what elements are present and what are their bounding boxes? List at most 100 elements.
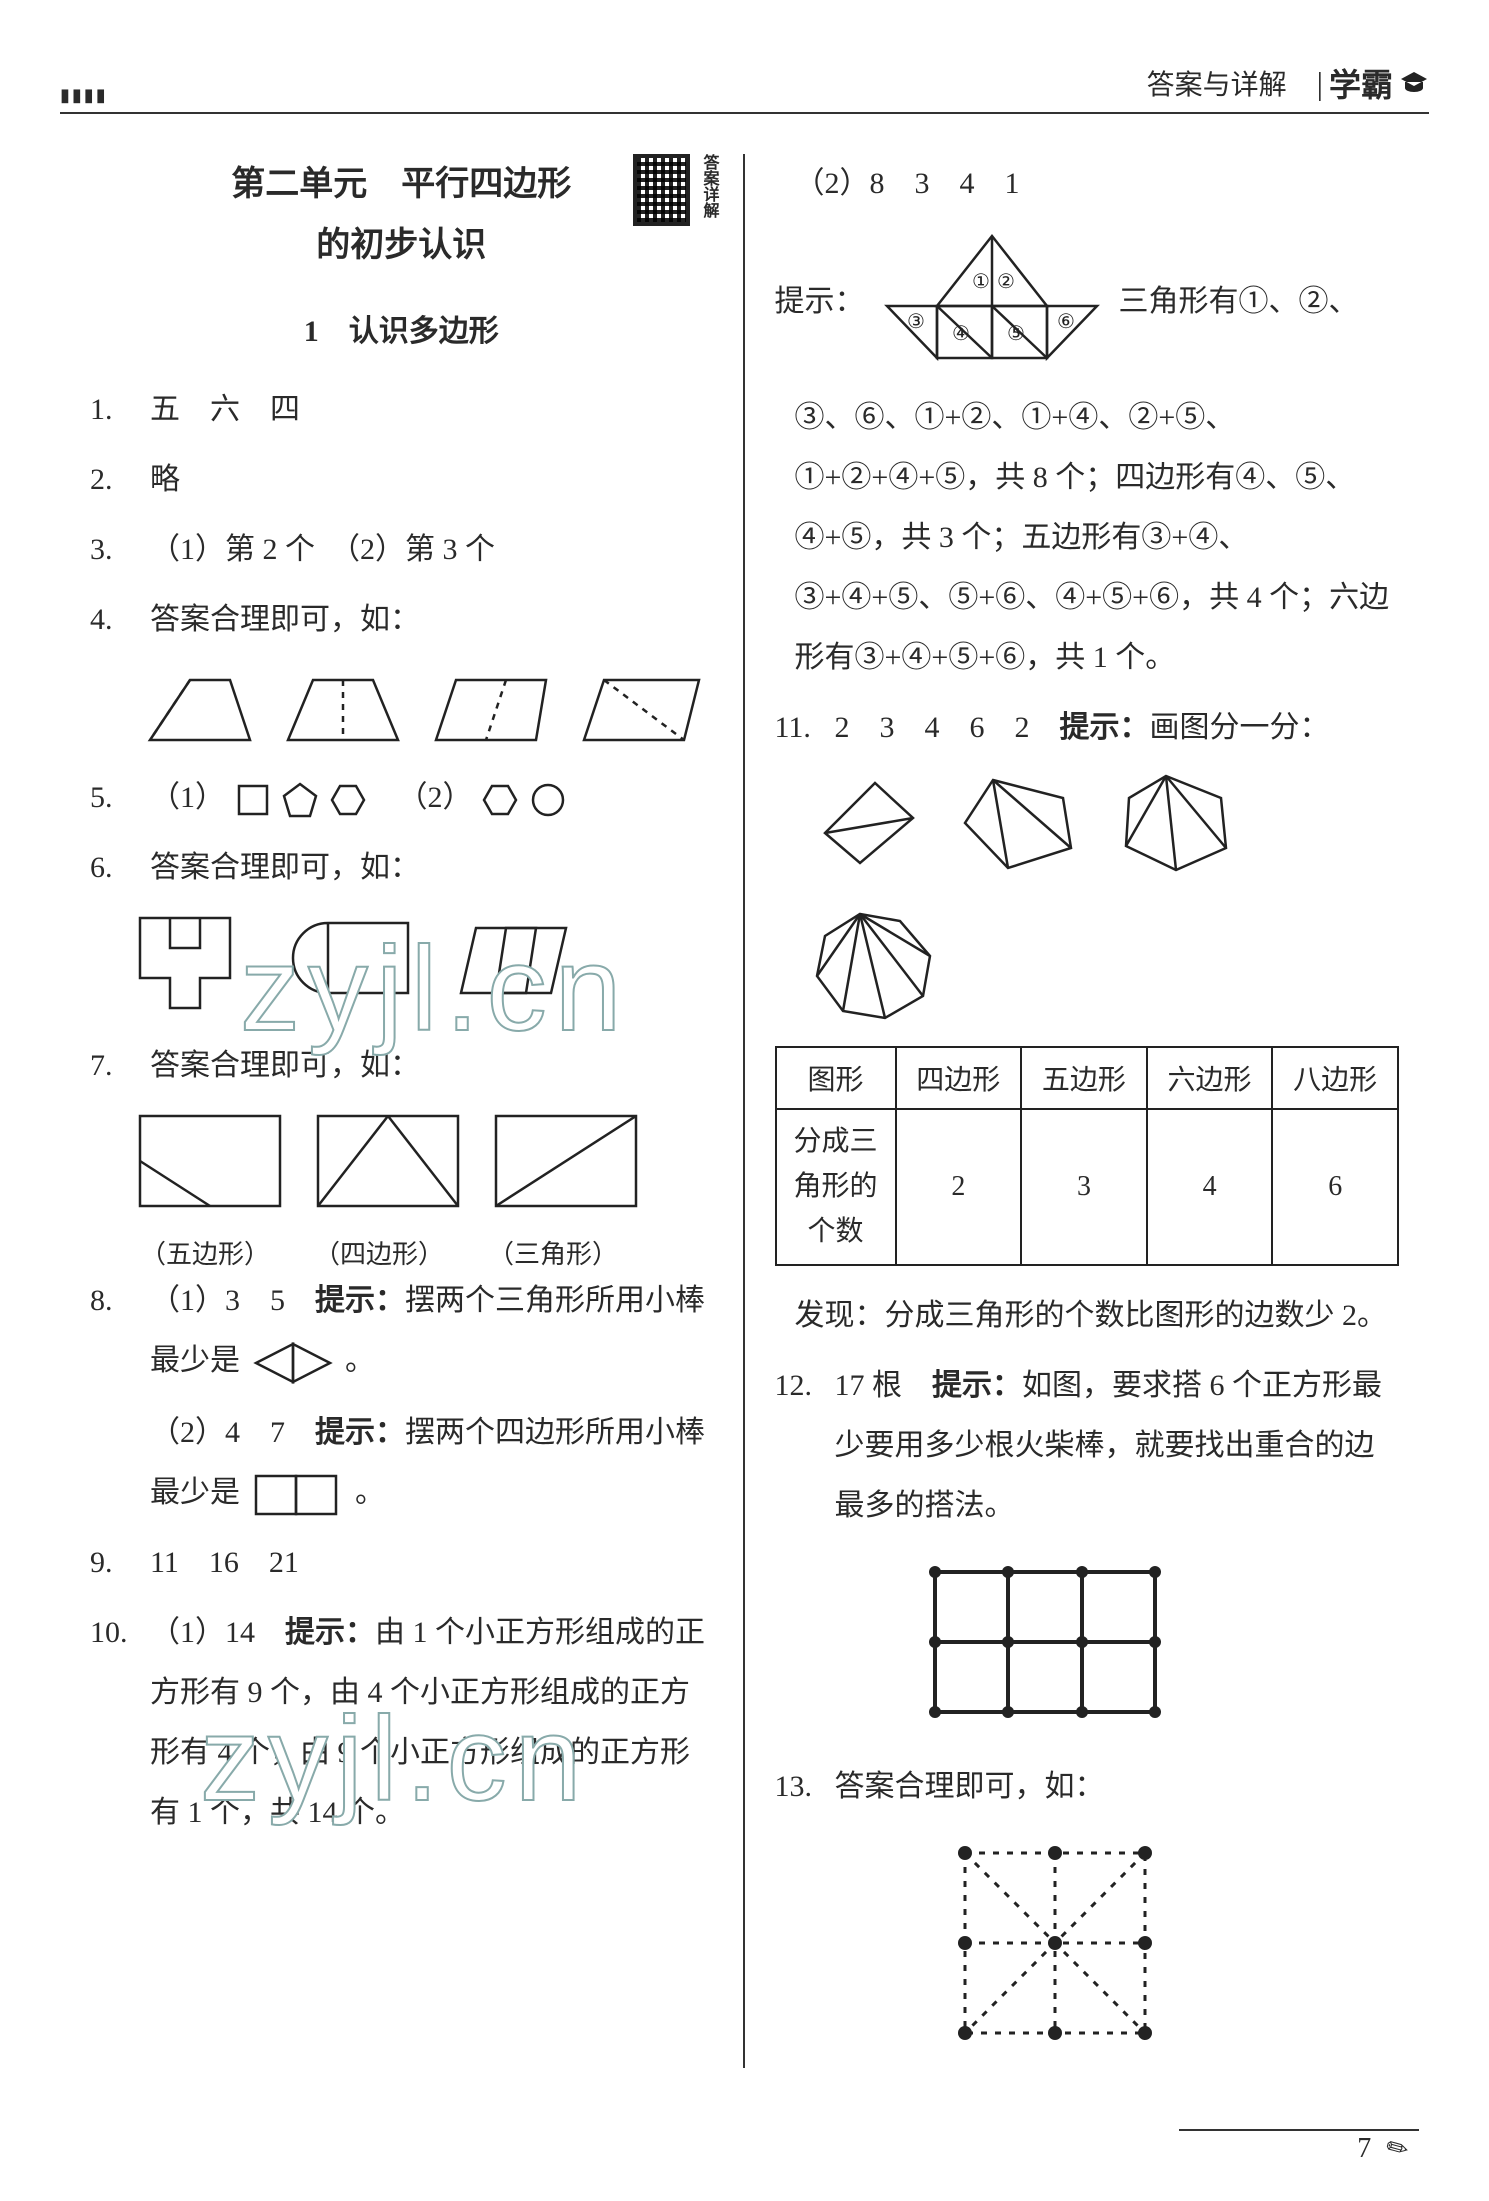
q4: 4. 答案合理即可，如： (90, 590, 713, 650)
unit-title-line2: 的初步认识 (90, 215, 713, 276)
graduation-cap-icon (1399, 65, 1429, 102)
q12-num: 12. (775, 1356, 835, 1536)
q2-num: 2. (90, 450, 150, 510)
q3-num: 3. (90, 520, 150, 580)
footer-rule (1179, 2129, 1419, 2131)
q7-shape-3 (486, 1106, 646, 1216)
unit-title: 第二单元 平行四边形 的初步认识 答案详解 (90, 154, 713, 276)
top-right-block: 答案与详解 | 学霸 (1147, 60, 1429, 106)
q8-two-squares-icon (248, 1468, 348, 1522)
svg-text:④: ④ (952, 323, 970, 345)
q8-p2-line2-suffix: 。 (355, 1476, 385, 1509)
q9-text: 11 16 21 (150, 1533, 713, 1593)
q6: 6. 答案合理即可，如： (90, 838, 713, 898)
q8-p1-hint-label: 提示： (315, 1284, 405, 1317)
q7-num: 7. (90, 1036, 150, 1096)
q3-text: （1）第 2 个 （2）第 3 个 (150, 520, 713, 580)
q7-text: 答案合理即可，如： (150, 1036, 713, 1096)
q4-text: 答案合理即可，如： (150, 590, 713, 650)
q1-num: 1. (90, 380, 150, 440)
q11-body: 2 3 4 6 2 提示：画图分一分： (835, 698, 1400, 758)
q4-shape-1 (130, 660, 260, 750)
q12: 12. 17 根 提示：如图，要求搭 6 个正方形最少要用多少根火柴棒，就要找出… (775, 1356, 1400, 1536)
q11-pentagon (953, 768, 1083, 878)
q11: 11. 2 3 4 6 2 提示：画图分一分： (775, 698, 1400, 758)
q6-num: 6. (90, 838, 150, 898)
td-0: 2 (896, 1109, 1022, 1265)
q12-body: 17 根 提示：如图，要求搭 6 个正方形最少要用多少根火柴棒，就要找出重合的边… (835, 1356, 1400, 1536)
svg-text:⑥: ⑥ (1057, 311, 1075, 333)
q12-figure (915, 1552, 1400, 1737)
q13-num: 13. (775, 1757, 835, 1817)
q8-p1-prefix: （1）3 5 (150, 1284, 315, 1317)
q5-part2-label: （2） (398, 781, 473, 814)
q5-hexagon2-icon (480, 780, 520, 820)
q6-shape-3 (436, 913, 576, 1013)
q4-shape-4 (574, 660, 704, 750)
q8-p1-line2-prefix: 最少是 (150, 1344, 240, 1377)
q7-shapes (130, 1106, 713, 1216)
q10-p2: （2）8 3 4 1 (795, 154, 1400, 214)
q11-quad (805, 773, 925, 873)
ship-diagram: ① ② ③ ④ ⑤ ⑥ (877, 228, 1107, 368)
unit-title-line1: 第二单元 平行四边形 (90, 154, 713, 215)
q11-finding-text: 分成三角形的个数比图形的边数少 2。 (885, 1299, 1388, 1332)
brand-pipe: | (1317, 65, 1323, 102)
q11-hint-label: 提示： (1060, 711, 1150, 744)
th-2: 五边形 (1021, 1047, 1147, 1109)
q6-text: 答案合理即可，如： (150, 838, 713, 898)
q13-text: 答案合理即可，如： (835, 1757, 1400, 1817)
q5-num: 5. (90, 768, 150, 828)
q4-shape-2 (278, 660, 408, 750)
brand-text: 学霸 (1329, 60, 1393, 106)
q8-two-triangles-icon (248, 1338, 338, 1388)
th-0: 图形 (776, 1047, 896, 1109)
q7-cap-1: （五边形） (130, 1234, 280, 1271)
row-header: 分成三角形的个数 (776, 1109, 896, 1265)
q5-hexagon-icon (328, 780, 368, 820)
q8-p1-hint-text: 摆两个三角形所用小棒 (405, 1284, 705, 1317)
q5-circle-icon (528, 780, 568, 820)
ship-hint-block: 提示： ① ② ③ ④ ⑤ ⑥ 三角形有①、②、 (775, 228, 1400, 368)
ship-body-text: ③、⑥、①+②、①+④、②+⑤、①+②+④+⑤，共 8 个；四边形有④、⑤、④+… (795, 388, 1400, 688)
q8-p2-line2-prefix: 最少是 (150, 1476, 240, 1509)
ship-right-text: 三角形有①、②、 (1119, 276, 1359, 320)
q5-body: （1） （2） (150, 768, 713, 828)
q6-shape-1 (130, 908, 250, 1018)
q8: 8. （1）3 5 提示：摆两个三角形所用小棒 最少是 。 （2）4 7 提示：… (90, 1271, 713, 1523)
right-column: （2）8 3 4 1 提示： ① ② ③ ④ ⑤ ⑥ (745, 154, 1430, 2068)
td-2: 4 (1147, 1109, 1273, 1265)
q11-polygons (805, 768, 1400, 1026)
td-1: 3 (1021, 1109, 1147, 1265)
th-3: 六边形 (1147, 1047, 1273, 1109)
section-title: 1 认识多边形 (90, 306, 713, 350)
svg-text:②: ② (997, 271, 1015, 293)
q12-answer: 17 根 (835, 1369, 933, 1402)
top-header-bar: ▮▮▮▮ 答案与详解 | 学霸 (60, 60, 1429, 114)
svg-text:①: ① (972, 271, 990, 293)
q7-shape-1 (130, 1106, 290, 1216)
table-row-values: 分成三角形的个数 2 3 4 6 (776, 1109, 1399, 1265)
td-3: 6 (1272, 1109, 1398, 1265)
q12-hint-label: 提示： (932, 1369, 1022, 1402)
q11-hint-text: 画图分一分： (1150, 711, 1330, 744)
q7-cap-2: （四边形） (304, 1234, 454, 1271)
page-number: 7 (1357, 2133, 1371, 2165)
q3: 3. （1）第 2 个 （2）第 3 个 (90, 520, 713, 580)
page-footer: 7 ✎ (1357, 2133, 1409, 2165)
q6-shapes (130, 908, 713, 1018)
q2: 2. 略 (90, 450, 713, 510)
pencil-icon: ✎ (1381, 2131, 1415, 2168)
q5-square-icon (233, 780, 273, 820)
q10-hint-label: 提示： (285, 1616, 375, 1649)
q13-figure (945, 1833, 1400, 2058)
q8-num: 8. (90, 1271, 150, 1523)
th-4: 八边形 (1272, 1047, 1398, 1109)
header-right-label: 答案与详解 (1147, 63, 1287, 103)
q8-body: （1）3 5 提示：摆两个三角形所用小棒 最少是 。 （2）4 7 提示：摆两个… (150, 1271, 713, 1523)
top-left-mark: ▮▮▮▮ (60, 85, 108, 106)
q7-cap-3: （三角形） (478, 1234, 628, 1271)
q10-num: 10. (90, 1603, 150, 1843)
th-1: 四边形 (896, 1047, 1022, 1109)
q6-shape-2 (268, 913, 418, 1013)
